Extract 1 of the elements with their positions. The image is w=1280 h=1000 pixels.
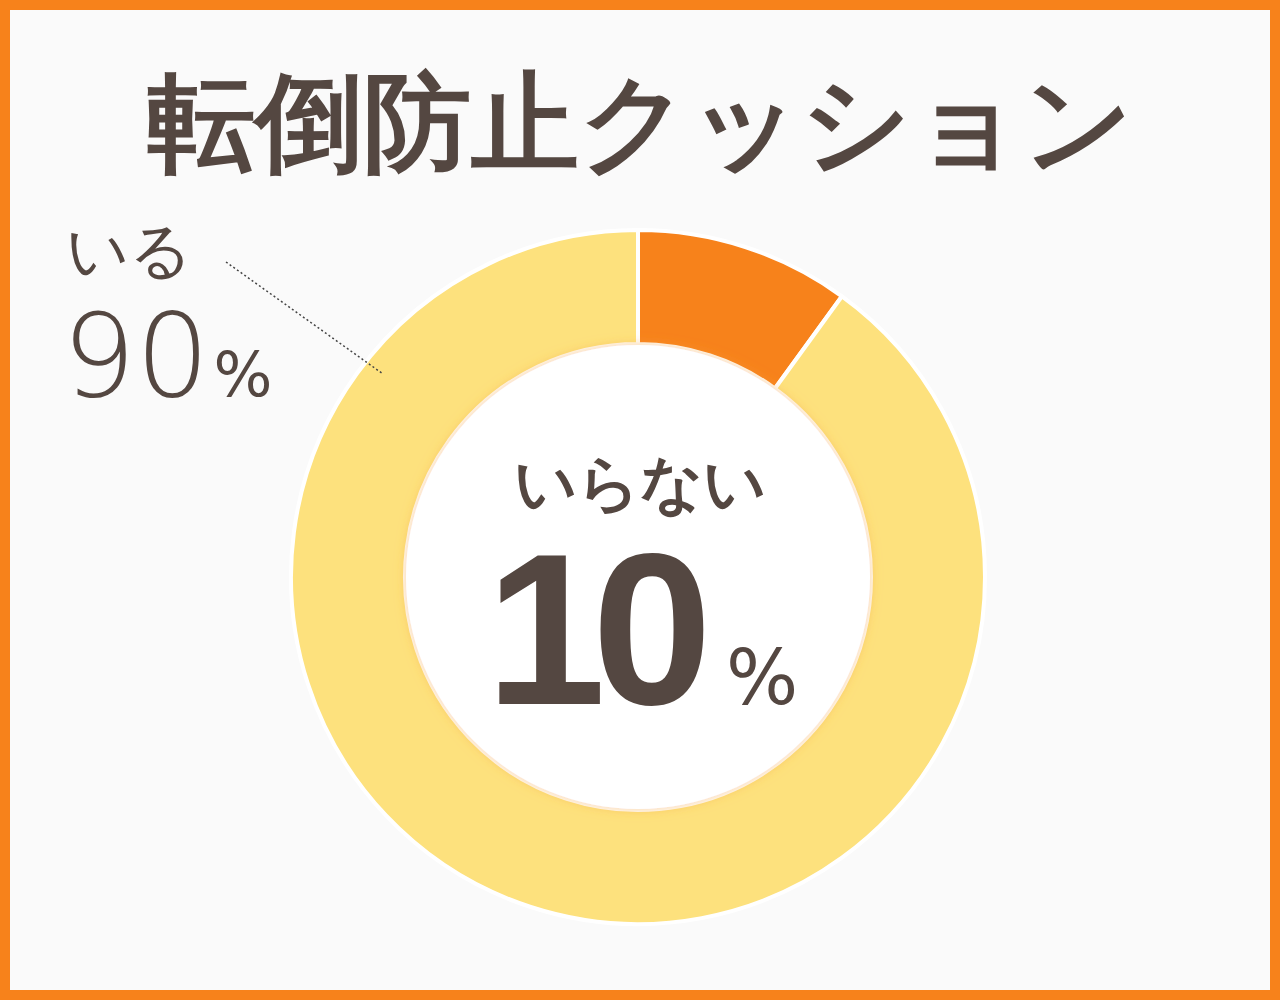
- title: 転倒防止クッション: [146, 60, 1134, 185]
